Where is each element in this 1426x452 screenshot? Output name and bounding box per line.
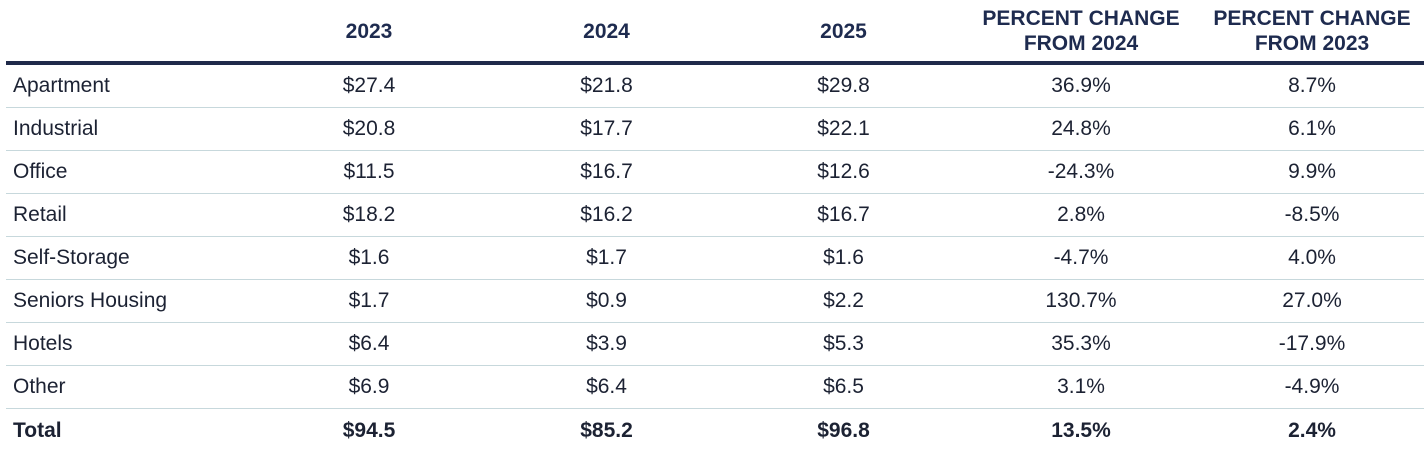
header-2023: 2023 <box>250 0 488 63</box>
row-label: Hotels <box>6 323 250 366</box>
header-pct-change-2023-line2: FROM 2023 <box>1200 31 1424 56</box>
cell-pct-change-2024: -4.7% <box>962 237 1200 280</box>
row-label: Industrial <box>6 108 250 151</box>
cell-2025: $6.5 <box>725 366 962 409</box>
cell-2023: $18.2 <box>250 194 488 237</box>
cell-2025: $1.6 <box>725 237 962 280</box>
cell-2023: $20.8 <box>250 108 488 151</box>
cell-pct-change-2024: 35.3% <box>962 323 1200 366</box>
cell-2024: $3.9 <box>488 323 725 366</box>
table-row: Retail $18.2 $16.2 $16.7 2.8% -8.5% <box>6 194 1424 237</box>
header-2024: 2024 <box>488 0 725 63</box>
total-2023: $94.5 <box>250 409 488 452</box>
header-row: 2023 2024 2025 PERCENT CHANGE FROM 2024 … <box>6 0 1424 63</box>
total-row: Total $94.5 $85.2 $96.8 13.5% 2.4% <box>6 409 1424 452</box>
cell-2023: $6.9 <box>250 366 488 409</box>
row-label: Self-Storage <box>6 237 250 280</box>
table-row: Apartment $27.4 $21.8 $29.8 36.9% 8.7% <box>6 63 1424 108</box>
cell-2025: $29.8 <box>725 63 962 108</box>
total-label: Total <box>6 409 250 452</box>
cell-pct-change-2023: 8.7% <box>1200 63 1424 108</box>
table-header: 2023 2024 2025 PERCENT CHANGE FROM 2024 … <box>6 0 1424 63</box>
cell-2024: $6.4 <box>488 366 725 409</box>
table-row: Office $11.5 $16.7 $12.6 -24.3% 9.9% <box>6 151 1424 194</box>
cell-2024: $0.9 <box>488 280 725 323</box>
cell-pct-change-2023: -8.5% <box>1200 194 1424 237</box>
header-2025: 2025 <box>725 0 962 63</box>
cell-2024: $16.2 <box>488 194 725 237</box>
total-2025: $96.8 <box>725 409 962 452</box>
header-pct-change-2024-line2: FROM 2024 <box>962 31 1200 56</box>
cell-pct-change-2024: 3.1% <box>962 366 1200 409</box>
cell-pct-change-2023: 6.1% <box>1200 108 1424 151</box>
cell-2025: $16.7 <box>725 194 962 237</box>
cell-pct-change-2023: 9.9% <box>1200 151 1424 194</box>
cell-pct-change-2023: -17.9% <box>1200 323 1424 366</box>
cell-2023: $1.7 <box>250 280 488 323</box>
cell-pct-change-2023: 4.0% <box>1200 237 1424 280</box>
data-table: 2023 2024 2025 PERCENT CHANGE FROM 2024 … <box>6 0 1424 452</box>
cell-2023: $27.4 <box>250 63 488 108</box>
cell-2025: $2.2 <box>725 280 962 323</box>
cell-2023: $11.5 <box>250 151 488 194</box>
total-pct-change-2024: 13.5% <box>962 409 1200 452</box>
cell-pct-change-2024: 36.9% <box>962 63 1200 108</box>
table-row: Industrial $20.8 $17.7 $22.1 24.8% 6.1% <box>6 108 1424 151</box>
cell-2024: $1.7 <box>488 237 725 280</box>
header-pct-change-2024: PERCENT CHANGE FROM 2024 <box>962 0 1200 63</box>
table-row: Self-Storage $1.6 $1.7 $1.6 -4.7% 4.0% <box>6 237 1424 280</box>
row-label: Apartment <box>6 63 250 108</box>
cell-2025: $22.1 <box>725 108 962 151</box>
cell-2025: $5.3 <box>725 323 962 366</box>
cell-pct-change-2024: 130.7% <box>962 280 1200 323</box>
table-body: Apartment $27.4 $21.8 $29.8 36.9% 8.7% I… <box>6 63 1424 452</box>
cell-pct-change-2024: 2.8% <box>962 194 1200 237</box>
cell-pct-change-2024: -24.3% <box>962 151 1200 194</box>
cell-pct-change-2023: -4.9% <box>1200 366 1424 409</box>
total-2024: $85.2 <box>488 409 725 452</box>
table-row: Other $6.9 $6.4 $6.5 3.1% -4.9% <box>6 366 1424 409</box>
cell-2024: $21.8 <box>488 63 725 108</box>
cell-2025: $12.6 <box>725 151 962 194</box>
header-pct-change-2024-line1: PERCENT CHANGE <box>962 6 1200 31</box>
cell-2024: $16.7 <box>488 151 725 194</box>
table-row: Hotels $6.4 $3.9 $5.3 35.3% -17.9% <box>6 323 1424 366</box>
row-label: Other <box>6 366 250 409</box>
header-empty-cell <box>6 0 250 63</box>
header-pct-change-2023-line1: PERCENT CHANGE <box>1200 6 1424 31</box>
cell-2024: $17.7 <box>488 108 725 151</box>
row-label: Office <box>6 151 250 194</box>
header-pct-change-2023: PERCENT CHANGE FROM 2023 <box>1200 0 1424 63</box>
row-label: Retail <box>6 194 250 237</box>
cell-2023: $1.6 <box>250 237 488 280</box>
cell-pct-change-2023: 27.0% <box>1200 280 1424 323</box>
cell-pct-change-2024: 24.8% <box>962 108 1200 151</box>
table-row: Seniors Housing $1.7 $0.9 $2.2 130.7% 27… <box>6 280 1424 323</box>
total-pct-change-2023: 2.4% <box>1200 409 1424 452</box>
cell-2023: $6.4 <box>250 323 488 366</box>
row-label: Seniors Housing <box>6 280 250 323</box>
